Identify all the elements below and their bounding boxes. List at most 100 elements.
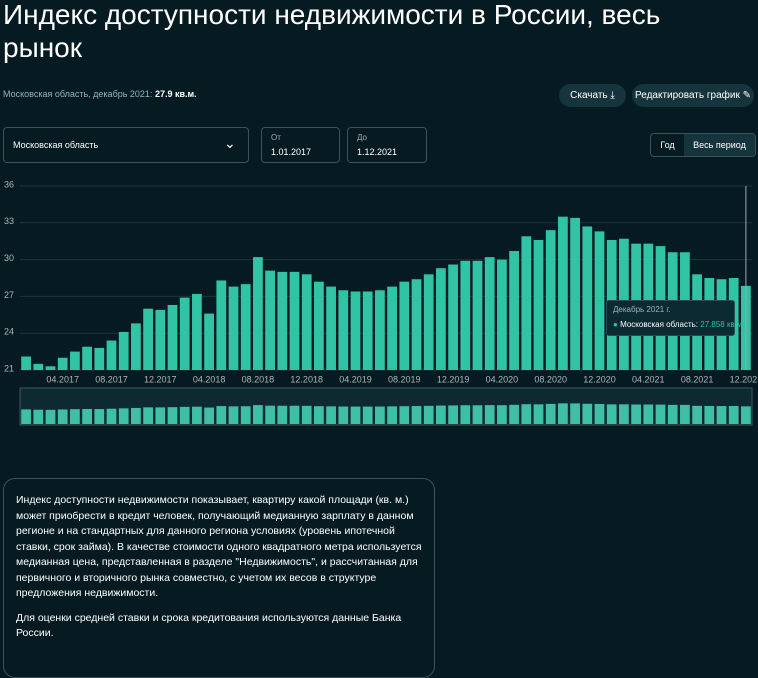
navigator-bar	[326, 406, 336, 424]
navigator-bar	[216, 406, 227, 424]
from-caption: От	[271, 133, 281, 142]
x-tick-label: 08.2019	[388, 374, 421, 384]
bar	[106, 340, 117, 370]
period-year[interactable]: Год	[660, 140, 675, 150]
navigator-bar	[228, 406, 239, 424]
navigator-bar	[716, 406, 727, 424]
navigator-bar	[619, 404, 629, 424]
tooltip-value: 27.858 кв.м.	[700, 320, 745, 329]
bar	[362, 291, 373, 370]
x-tick-label: 12.2020	[583, 374, 616, 384]
bar	[375, 290, 385, 370]
edit-label: Редактировать график	[635, 90, 740, 101]
x-tick-label: 04.2018	[193, 374, 226, 384]
from-value: 1.01.2017	[271, 147, 312, 157]
navigator-bar	[594, 403, 605, 424]
x-tick-label: 04.2017	[46, 374, 79, 384]
bar	[545, 230, 556, 370]
page-title: Индекс доступности недвижимости в России…	[3, 0, 661, 63]
region-label: Московская область	[13, 140, 99, 150]
download-label: Скачать	[570, 90, 608, 101]
navigator-bar	[240, 406, 251, 424]
y-tick-label: 24	[4, 327, 14, 337]
x-tick-label: 04.2021	[632, 374, 665, 384]
period-all[interactable]: Весь период	[684, 134, 755, 156]
navigator-bar	[448, 405, 458, 424]
bar	[289, 271, 300, 370]
navigator-bar	[387, 406, 397, 424]
bar	[118, 331, 129, 370]
x-tick-label: 08.2017	[95, 374, 128, 384]
bar	[57, 357, 68, 370]
navigator-frame	[19, 387, 753, 426]
to-input[interactable]: До 1.12.2021	[347, 127, 427, 163]
bar	[155, 309, 166, 370]
bar	[70, 351, 80, 370]
navigator-bar	[509, 404, 519, 424]
x-tick-label: 12.2018	[290, 374, 323, 384]
navigator-bar	[728, 406, 739, 424]
tooltip-title: Декабрь 2021 г.	[613, 305, 671, 314]
navigator-bar	[545, 403, 556, 424]
navigator-bar	[472, 405, 483, 424]
navigator-bar	[94, 409, 105, 424]
download-button[interactable]: Скачать ⤓	[559, 84, 626, 107]
to-caption: До	[357, 133, 367, 142]
x-tick-label: 04.2020	[486, 374, 519, 384]
edit-button[interactable]: Редактировать график ✎	[632, 84, 754, 107]
navigator-bar	[350, 406, 361, 424]
navigator-bar	[643, 404, 654, 424]
navigator-bar	[680, 404, 690, 424]
navigator-bar	[70, 409, 80, 424]
x-tick-label: 12.2021	[730, 374, 758, 384]
navigator-bar	[155, 407, 166, 424]
from-input[interactable]: От 1.01.2017	[261, 127, 340, 163]
navigator-bar	[667, 404, 678, 424]
navigator-bar	[484, 405, 495, 424]
navigator-bar	[277, 405, 288, 424]
navigator-bar	[375, 406, 385, 424]
bar	[216, 280, 227, 370]
navigator-bar	[704, 406, 715, 424]
subtitle-text: Московская область, декабрь 2021:	[3, 89, 153, 99]
bar	[521, 236, 532, 370]
y-tick-label: 33	[4, 216, 14, 226]
bar	[460, 260, 471, 370]
region-select[interactable]: Московская область ⌄	[3, 127, 249, 163]
bar	[21, 356, 31, 370]
navigator-bar	[521, 404, 532, 424]
navigator-bar	[606, 404, 617, 424]
navigator-bar	[423, 405, 434, 424]
bar	[594, 231, 605, 370]
navigator-bar	[192, 406, 202, 424]
page: Индекс доступности недвижимости в России…	[3, 0, 758, 678]
subtitle-value: 27.9 кв.м.	[154, 89, 197, 99]
navigator-bar	[497, 405, 507, 424]
bar	[301, 274, 312, 370]
description-paragraph: Для оценки средней ставки и срока кредит…	[16, 611, 402, 640]
chevron: ⌄	[224, 135, 236, 151]
bar	[167, 304, 178, 370]
y-tick-label: 36	[4, 179, 14, 189]
x-tick-label: 12.2019	[437, 374, 470, 384]
navigator-bar	[436, 405, 446, 424]
y-tick-label: 30	[4, 253, 14, 263]
bar	[94, 347, 105, 370]
bar	[204, 313, 214, 370]
navigator-bar	[253, 405, 263, 424]
navigator-bar	[631, 404, 641, 424]
x-tick-label: 08.2020	[534, 374, 567, 384]
navigator-bar	[314, 406, 324, 424]
description: Индекс доступности недвижимости показыва…	[3, 478, 435, 678]
bar	[228, 286, 239, 370]
bar	[179, 297, 190, 370]
x-tick-label: 04.2019	[339, 374, 372, 384]
navigator-bar	[655, 404, 666, 424]
navigator-bar	[558, 403, 568, 424]
bar	[82, 346, 92, 370]
bar	[131, 323, 141, 370]
navigator-bar	[33, 409, 44, 424]
bar	[265, 270, 275, 370]
bar	[33, 363, 44, 370]
navigator-bar	[265, 405, 275, 424]
